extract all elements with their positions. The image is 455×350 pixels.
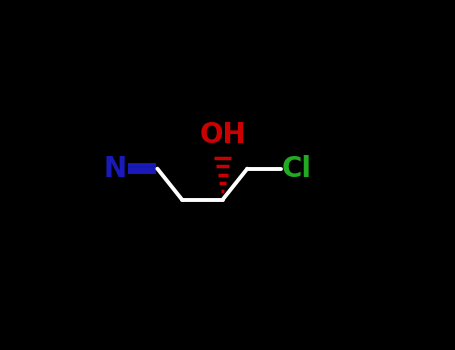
Text: OH: OH — [199, 121, 246, 149]
Text: N: N — [103, 155, 126, 183]
Text: Cl: Cl — [282, 155, 312, 183]
